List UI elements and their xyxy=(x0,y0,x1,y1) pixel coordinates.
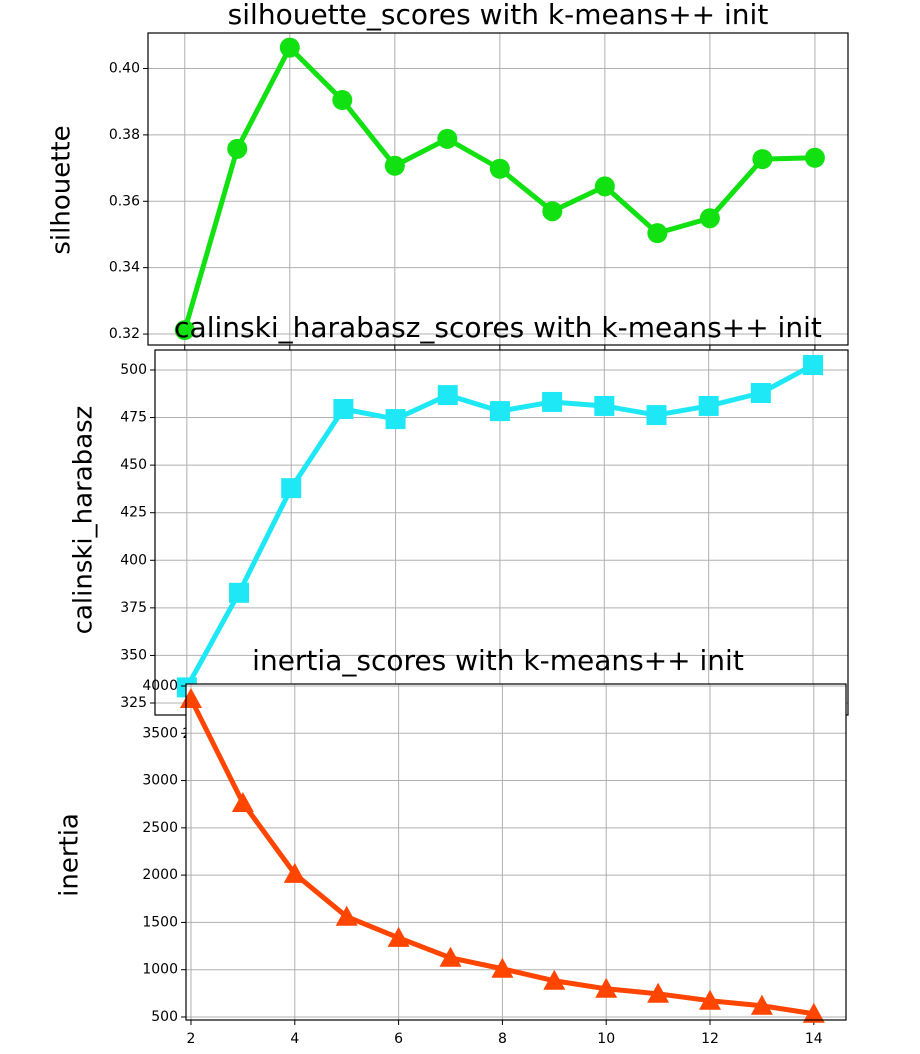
chart-title: calinski_harabasz_scores with k-means++ … xyxy=(174,311,822,344)
x-tick-label: 8 xyxy=(498,1031,507,1047)
marker xyxy=(283,862,306,883)
y-tick-label: 500 xyxy=(151,1009,178,1025)
x-tick-label: 14 xyxy=(805,1031,823,1047)
x-tick-label: 10 xyxy=(597,1031,615,1047)
y-tick-label: 3000 xyxy=(142,773,178,789)
marker xyxy=(385,409,406,430)
y-tick-label: 0.32 xyxy=(109,326,140,342)
marker xyxy=(543,969,566,990)
marker xyxy=(437,385,458,406)
marker xyxy=(231,791,254,812)
x-tick-label: 4 xyxy=(290,1031,299,1047)
marker xyxy=(384,155,405,176)
marker xyxy=(437,128,458,149)
marker xyxy=(491,957,514,978)
marker xyxy=(227,138,248,159)
chart-title: inertia_scores with k-means++ init xyxy=(252,644,744,677)
y-axis-label: calinski_harabasz xyxy=(69,406,99,635)
plot-area xyxy=(148,33,848,345)
y-tick-label: 2000 xyxy=(142,867,178,883)
plot-area xyxy=(186,684,846,1020)
marker xyxy=(804,147,825,168)
y-axis-label: inertia xyxy=(55,813,85,897)
y-tick-label: 1500 xyxy=(142,914,178,930)
y-tick-label: 3500 xyxy=(142,725,178,741)
marker xyxy=(489,158,510,179)
marker xyxy=(542,391,563,412)
marker xyxy=(489,401,510,422)
marker xyxy=(335,905,358,926)
y-tick-label: 325 xyxy=(120,695,147,711)
marker xyxy=(803,355,824,376)
y-tick-label: 425 xyxy=(120,505,147,521)
y-tick-label: 0.34 xyxy=(109,260,140,276)
y-tick-label: 4000 xyxy=(142,678,178,694)
marker xyxy=(647,223,668,244)
y-tick-label: 0.40 xyxy=(109,61,140,77)
marker xyxy=(646,405,667,426)
y-tick-label: 475 xyxy=(120,410,147,426)
y-tick-label: 0.38 xyxy=(109,127,140,143)
marker xyxy=(439,946,462,967)
subplot: 2468101214325350375400425450475500calins… xyxy=(69,311,849,742)
marker xyxy=(229,582,250,603)
axes-frame xyxy=(185,683,847,1021)
marker xyxy=(750,994,773,1015)
marker xyxy=(281,478,302,499)
marker xyxy=(387,926,410,947)
marker xyxy=(802,1002,825,1023)
y-tick-label: 375 xyxy=(120,600,147,616)
chart-title: silhouette_scores with k-means++ init xyxy=(228,0,769,31)
marker xyxy=(752,149,773,170)
y-tick-label: 450 xyxy=(120,457,147,473)
y-tick-label: 350 xyxy=(120,647,147,663)
marker xyxy=(279,37,300,58)
marker xyxy=(174,320,195,341)
marker xyxy=(542,201,563,222)
y-tick-label: 1000 xyxy=(142,962,178,978)
y-tick-label: 400 xyxy=(120,552,147,568)
marker xyxy=(594,395,615,416)
marker xyxy=(750,383,771,404)
x-tick-label: 6 xyxy=(394,1031,403,1047)
marker xyxy=(698,395,719,416)
x-tick-label: 12 xyxy=(701,1031,719,1047)
y-tick-label: 0.36 xyxy=(109,193,140,209)
y-tick-label: 2500 xyxy=(142,820,178,836)
marker xyxy=(333,398,354,419)
marker xyxy=(595,977,618,998)
axes-frame xyxy=(147,32,849,346)
marker xyxy=(699,989,722,1010)
marker xyxy=(647,982,670,1003)
marker xyxy=(594,176,615,197)
subplot: 2 4 6 8 10 12 14 500 1000 1500 2000 2500 3000 3500 400… xyxy=(55,644,847,1047)
x-tick-label: 2 xyxy=(187,1031,196,1047)
marker xyxy=(699,208,720,229)
y-axis-label: silhouette xyxy=(47,125,77,254)
y-tick-label: 500 xyxy=(120,362,147,378)
marker xyxy=(332,90,353,111)
